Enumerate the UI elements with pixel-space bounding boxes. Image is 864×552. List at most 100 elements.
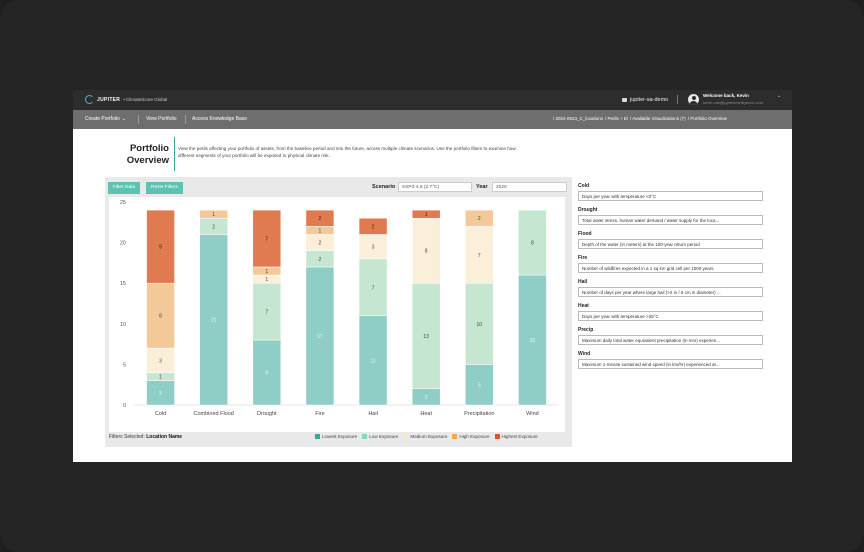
nav-kb-label: Access Knowledge Base	[192, 116, 248, 122]
definition-precip: Precip Maximum daily total water equival…	[578, 327, 763, 345]
top-bar: JUPITER • ClimateScore Global jupiter-sa…	[73, 90, 792, 110]
nav-knowledge-base[interactable]: Access Knowledge Base	[192, 116, 247, 122]
legend-swatch	[403, 434, 409, 439]
nav-divider	[185, 115, 186, 124]
legend-label: High Exposure	[459, 434, 490, 439]
legend-item[interactable]: Medium Exposure	[403, 434, 447, 439]
definition-text: Depth of the water (in meters) at the 10…	[578, 239, 763, 249]
brand-logo[interactable]: JUPITER • ClimateScore Global	[85, 95, 167, 104]
bar-data-label: 7	[265, 237, 268, 243]
bar-data-label: 10	[477, 322, 483, 328]
chart-legend: Lowest Exposure Low Exposure Medium Expo…	[315, 434, 538, 439]
bar-data-label: 2	[212, 224, 215, 230]
breadcrumb-item[interactable]: / 2024-0523_C_locations	[553, 116, 604, 121]
breadcrumb: / 2024-0523_C_locations / Perils + El / …	[553, 116, 727, 121]
bar-data-label: 2	[372, 224, 375, 230]
bar-segment	[518, 209, 547, 276]
bar-data-label: 2	[319, 257, 322, 263]
x-tick-label: Cold	[155, 411, 166, 417]
jupiter-logo-icon	[85, 95, 94, 104]
y-tick-label: 20	[120, 241, 126, 247]
legend-item[interactable]: Highest Exposure	[494, 434, 538, 439]
x-tick-label: Drought	[257, 411, 277, 417]
breadcrumb-item[interactable]: / Available Visualizations (7)	[629, 116, 686, 121]
user-avatar-icon[interactable]	[688, 94, 699, 105]
x-tick-label: Combined Flood	[194, 411, 234, 417]
bar-data-label: 1	[265, 277, 268, 283]
bar-data-label: 11	[370, 358, 375, 364]
x-tick-label: Fire	[315, 411, 324, 417]
bar-segment	[465, 364, 494, 406]
bar-data-label: 16	[530, 338, 536, 344]
y-tick-label: 0	[123, 403, 126, 409]
org-selector[interactable]: jupiter-sa-demo	[622, 97, 668, 103]
topbar-divider	[677, 95, 678, 104]
nav-bar: Create Portfolio ⌄ View Portfolio Access…	[73, 110, 792, 129]
breadcrumb-item[interactable]: / Perils + El	[605, 116, 628, 121]
bar-data-label: 2	[319, 241, 322, 247]
bar-segment	[252, 282, 282, 341]
definition-heat: Heat Days per year with temperature >35°…	[578, 303, 763, 321]
bar-segment	[518, 274, 547, 406]
bar-data-label: 1	[425, 212, 428, 218]
year-input[interactable]: 2020	[492, 182, 567, 192]
bar-data-label: 7	[265, 310, 268, 316]
definition-title: Drought	[578, 207, 598, 213]
nav-create-portfolio[interactable]: Create Portfolio ⌄	[85, 116, 126, 122]
y-tick-label: 15	[120, 281, 126, 287]
legend-item[interactable]: High Exposure	[452, 434, 490, 439]
legend-swatch	[494, 434, 500, 439]
x-tick-label: Wind	[526, 411, 539, 417]
legend-item[interactable]: Lowest Exposure	[315, 434, 357, 439]
stacked-bar-chart: 0 5 10 15 20 25 3 1 3 8 9 Cold 21 2 1 Combined Flood 8 7 1…	[109, 197, 565, 432]
y-tick-label: 10	[120, 322, 126, 328]
definition-text: Number of wildfires expected in a 1 sq k…	[578, 263, 763, 273]
bar-data-label: 7	[372, 285, 375, 291]
bar-segment	[199, 209, 228, 219]
legend-label: Lowest Exposure	[322, 434, 358, 439]
product-name: • ClimateScore Global	[123, 97, 168, 102]
legend-label: Highest Exposure	[501, 434, 538, 439]
page-title-line: Portfolio	[129, 143, 169, 154]
definition-title: Cold	[578, 183, 590, 189]
bar-segment	[358, 217, 388, 235]
user-email: kevin.vail@jupiterintelligence.com	[703, 100, 764, 105]
bar-segment	[146, 282, 175, 349]
filter-data-button[interactable]: Filter Data	[108, 182, 141, 194]
page-title: Portfolio Overview	[123, 143, 169, 167]
legend-swatch	[452, 434, 458, 439]
reset-filters-button[interactable]: Reset Filters	[146, 182, 183, 194]
nav-view-label: View Portfolio	[146, 116, 177, 122]
bar-segment	[305, 209, 335, 227]
bar-segment	[252, 209, 282, 268]
breadcrumb-item[interactable]: / Portfolio Overview	[687, 116, 727, 121]
nav-create-label: Create Portfolio	[85, 116, 120, 122]
brand-name: JUPITER	[97, 96, 121, 103]
bar-data-label: 2	[478, 216, 481, 222]
nav-view-portfolio[interactable]: View Portfolio	[146, 116, 176, 122]
org-name: jupiter-sa-demo	[630, 97, 669, 103]
definition-title: Flood	[578, 231, 592, 237]
user-menu-chevron-icon[interactable]: ⌄	[777, 93, 782, 99]
bar-segment	[358, 315, 388, 406]
definition-flood: Flood Depth of the water (in meters) at …	[578, 231, 763, 249]
x-tick-label: Precipitation	[464, 411, 494, 417]
bar-data-label: 1	[319, 228, 322, 234]
bar-segment	[411, 217, 441, 284]
bar-segment	[411, 209, 441, 219]
bar-data-label: 8	[159, 314, 162, 320]
briefcase-icon	[622, 98, 627, 102]
bar-segment	[305, 266, 335, 406]
legend-item[interactable]: Low Exposure	[362, 434, 398, 439]
scenario-select[interactable]: SSP2-4.5 (2.7°C)	[398, 182, 472, 192]
definition-cold: Cold Days per year with temperature <0°C	[578, 183, 763, 201]
definition-text: Days per year with temperature <0°C	[578, 191, 763, 201]
bar-data-label: 9	[159, 245, 162, 251]
bar-segment	[465, 209, 494, 227]
bar-data-label: 3	[159, 358, 162, 364]
definition-title: Precip	[578, 327, 594, 333]
bar-data-label: 7	[478, 253, 481, 259]
definition-text: Days per year with temperature >35°C	[578, 311, 763, 321]
